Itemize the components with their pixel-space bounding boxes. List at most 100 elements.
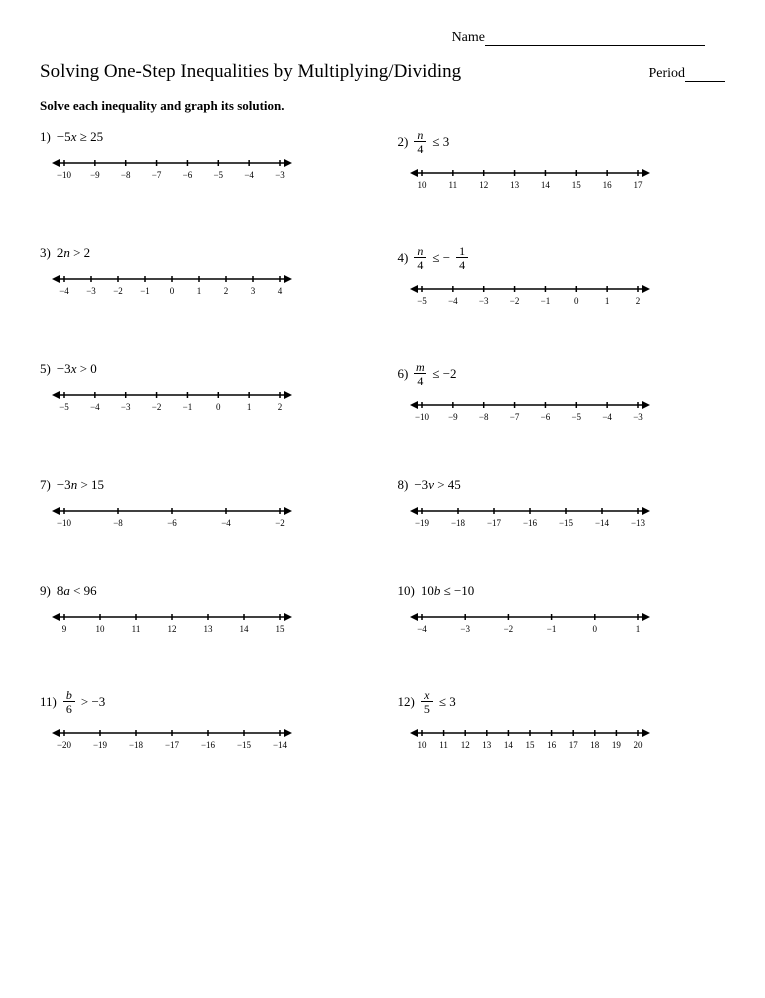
svg-text:−4: −4: [59, 286, 69, 296]
fraction: n4: [414, 245, 426, 271]
problem-expression: 2n > 2: [57, 245, 90, 261]
problem-expression: −5x ≥ 25: [57, 129, 103, 145]
problem-3: 3)2n > 2−4−3−2−101234: [40, 245, 368, 311]
problem-7: 7)−3n > 15−10−8−6−4−2: [40, 477, 368, 533]
svg-text:0: 0: [216, 402, 221, 412]
svg-text:−10: −10: [57, 170, 72, 180]
problem-expression: −3v > 45: [414, 477, 460, 493]
problem-6: 6)m4≤ −2−10−9−8−7−6−5−4−3: [398, 361, 726, 427]
svg-text:13: 13: [204, 624, 214, 634]
svg-text:−14: −14: [273, 740, 288, 750]
number-line: −4−3−2−101234: [52, 271, 368, 301]
svg-text:−4: −4: [90, 402, 100, 412]
fraction: m4: [414, 361, 426, 387]
svg-text:−5: −5: [571, 412, 581, 422]
problem-expression: 8a < 96: [57, 583, 97, 599]
svg-text:1: 1: [635, 624, 640, 634]
svg-text:−16: −16: [522, 518, 537, 528]
problem-number: 8): [398, 477, 409, 493]
problem-number: 9): [40, 583, 51, 599]
svg-text:0: 0: [592, 624, 597, 634]
name-field-row: Name: [40, 30, 725, 46]
problem-expression: 10b ≤ −10: [421, 583, 474, 599]
problem-11: 11)b6> −3−20−19−18−17−16−15−14: [40, 689, 368, 755]
name-blank[interactable]: [485, 45, 705, 46]
period-blank[interactable]: [685, 81, 725, 82]
problem-label: 6) m4 ≤ −2: [398, 361, 726, 387]
problem-label: 2)n4≤ 3: [398, 129, 726, 155]
svg-text:11: 11: [448, 180, 457, 190]
svg-text:3: 3: [251, 286, 256, 296]
svg-text:−6: −6: [183, 170, 193, 180]
problem-number: 5): [40, 361, 51, 377]
svg-text:−16: −16: [201, 740, 216, 750]
svg-text:−1: −1: [540, 296, 550, 306]
svg-text:−5: −5: [213, 170, 223, 180]
svg-text:12: 12: [460, 740, 469, 750]
svg-text:−20: −20: [57, 740, 72, 750]
svg-text:−3: −3: [478, 296, 488, 306]
svg-text:1: 1: [247, 402, 252, 412]
number-line: −5−4−3−2−1012: [410, 281, 726, 311]
svg-text:12: 12: [479, 180, 488, 190]
svg-text:13: 13: [510, 180, 520, 190]
svg-text:16: 16: [602, 180, 612, 190]
expr-after-lead: ≤ −: [432, 250, 450, 266]
svg-text:9: 9: [62, 624, 67, 634]
svg-text:−9: −9: [448, 412, 458, 422]
svg-text:−15: −15: [558, 518, 573, 528]
problem-number: 7): [40, 477, 51, 493]
problem-label: 5)−3x > 0: [40, 361, 368, 377]
fraction: b6: [63, 689, 75, 715]
svg-text:−1: −1: [183, 402, 193, 412]
problem-label: 4)n4≤ −14: [398, 245, 726, 271]
problem-number: 12): [398, 694, 415, 710]
svg-text:2: 2: [635, 296, 640, 306]
svg-text:−18: −18: [129, 740, 144, 750]
svg-text:−5: −5: [59, 402, 69, 412]
svg-text:1: 1: [197, 286, 202, 296]
svg-text:14: 14: [240, 624, 250, 634]
problem-label: 1)−5x ≥ 25: [40, 129, 368, 145]
svg-text:13: 13: [482, 740, 492, 750]
svg-text:−1: −1: [140, 286, 150, 296]
svg-text:−8: −8: [113, 518, 123, 528]
problem-label: 12)x5≤ 3: [398, 689, 726, 715]
problem-label: 9) 8a < 96: [40, 583, 368, 599]
problem-2: 2)n4≤ 31011121314151617: [398, 129, 726, 195]
svg-text:−2: −2: [275, 518, 285, 528]
svg-text:−10: −10: [414, 412, 429, 422]
svg-text:−6: −6: [540, 412, 550, 422]
svg-text:−4: −4: [244, 170, 254, 180]
svg-text:−7: −7: [509, 412, 519, 422]
svg-text:−13: −13: [630, 518, 645, 528]
instruction: Solve each inequality and graph its solu…: [40, 98, 725, 114]
svg-text:15: 15: [571, 180, 581, 190]
expr-after: ≤ −2: [432, 366, 456, 382]
number-line: −10−8−6−4−2: [52, 503, 368, 533]
svg-text:4: 4: [278, 286, 283, 296]
svg-text:−19: −19: [93, 740, 108, 750]
svg-text:2: 2: [224, 286, 229, 296]
svg-text:−17: −17: [165, 740, 180, 750]
svg-text:−3: −3: [275, 170, 285, 180]
problem-number: 4): [398, 250, 409, 266]
svg-text:10: 10: [417, 740, 427, 750]
svg-text:10: 10: [417, 180, 427, 190]
svg-text:11: 11: [439, 740, 448, 750]
svg-text:11: 11: [132, 624, 141, 634]
problem-10: 10)10b ≤ −10−4−3−2−101: [398, 583, 726, 639]
svg-text:−3: −3: [86, 286, 96, 296]
svg-text:20: 20: [633, 740, 643, 750]
problem-number: 6): [398, 366, 409, 382]
svg-text:−3: −3: [460, 624, 470, 634]
number-line: 9101112131415: [52, 609, 368, 639]
svg-text:17: 17: [568, 740, 578, 750]
number-line: −4−3−2−101: [410, 609, 726, 639]
svg-text:19: 19: [611, 740, 621, 750]
svg-text:−4: −4: [448, 296, 458, 306]
problems-grid: 1)−5x ≥ 25−10−9−8−7−6−5−4−32)n4≤ 3101112…: [40, 129, 725, 755]
svg-text:−8: −8: [478, 412, 488, 422]
expr-after: > −3: [81, 694, 105, 710]
svg-text:16: 16: [547, 740, 557, 750]
